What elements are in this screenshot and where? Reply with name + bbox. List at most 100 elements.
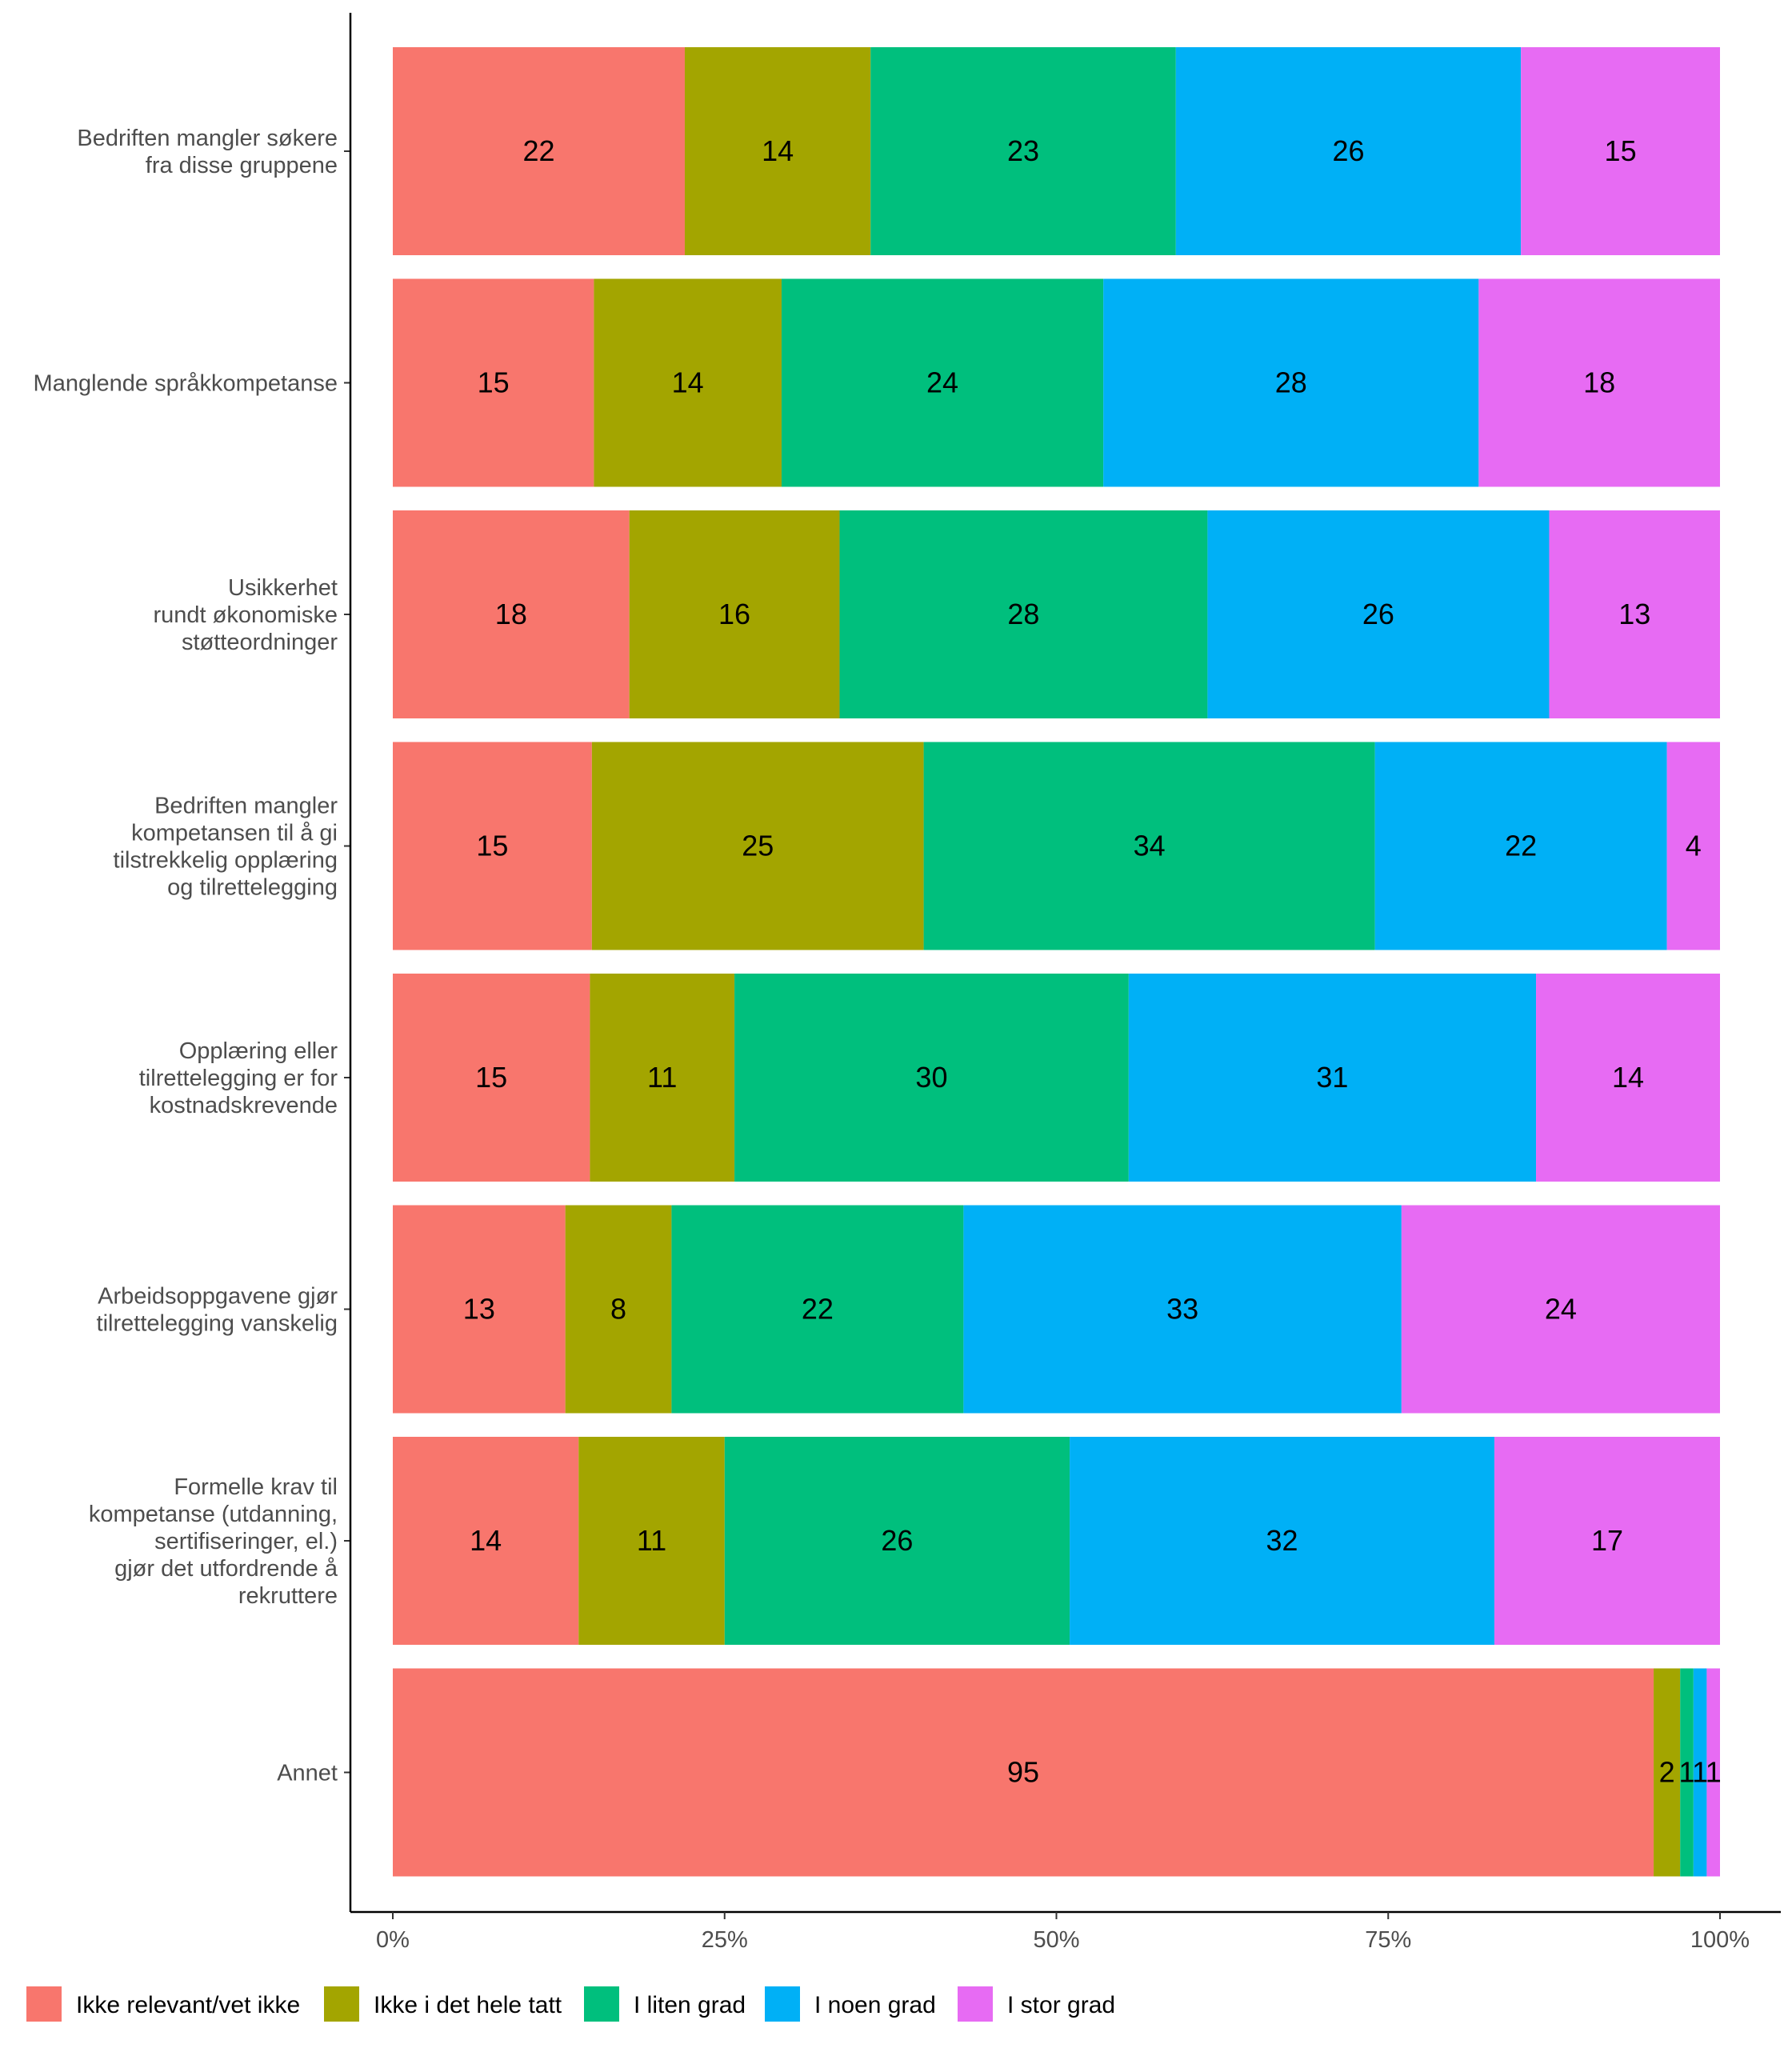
x-tick-label: 25% xyxy=(702,1927,748,1953)
legend-label: I noen grad xyxy=(814,1992,936,2018)
category-label-line: Manglende språkkompetanse xyxy=(34,371,338,397)
category-labels-layer: Bedriften mangler søkere fra disse gruppe… xyxy=(34,126,338,1786)
data-label: 1 xyxy=(1706,1756,1722,1789)
category-label-line: støtteordninger xyxy=(182,630,338,655)
bar-segment xyxy=(393,278,594,487)
bar-segment xyxy=(734,974,1129,1182)
bar-segment xyxy=(590,974,735,1182)
data-label: 14 xyxy=(470,1524,502,1557)
x-tick-label: 100% xyxy=(1690,1927,1750,1953)
category-label: Bedriften mangler kompetansen til å gi til… xyxy=(114,794,338,901)
category-label-line: og tilrettelegging xyxy=(167,875,338,901)
category-label-line: fra disse gruppene xyxy=(146,153,338,178)
legend-label: I liten grad xyxy=(634,1992,746,2018)
data-label: 11 xyxy=(647,1061,677,1094)
category-label-line: Opplæring eller xyxy=(179,1038,338,1064)
legend-label: Ikke relevant/vet ikke xyxy=(76,1992,300,2018)
data-label: 31 xyxy=(1316,1061,1348,1094)
bar-segment xyxy=(963,1205,1402,1414)
data-label: 28 xyxy=(1007,598,1039,630)
legend-key xyxy=(26,1986,62,2022)
bar-segment xyxy=(1680,1668,1694,1877)
data-label: 22 xyxy=(522,134,554,167)
data-label: 15 xyxy=(1605,134,1637,167)
bar-segment xyxy=(684,47,871,255)
data-label: 13 xyxy=(463,1293,495,1326)
category-label-line: Arbeidsoppgavene gjør xyxy=(98,1284,338,1310)
category-label: Annet xyxy=(277,1761,338,1786)
data-label: 14 xyxy=(672,366,704,399)
bar-segment xyxy=(393,47,685,255)
legend-key xyxy=(958,1986,993,2022)
category-label-line: Formelle krav til xyxy=(174,1474,338,1500)
bar-segment xyxy=(393,742,592,950)
data-label: 33 xyxy=(1166,1293,1198,1326)
bar-segment xyxy=(393,1437,579,1645)
data-label: 95 xyxy=(1007,1756,1039,1789)
bar-segment xyxy=(724,1437,1070,1645)
bar-segment xyxy=(393,974,590,1182)
data-label: 22 xyxy=(802,1293,834,1326)
data-label: 17 xyxy=(1591,1524,1623,1557)
bar-segment xyxy=(1401,1205,1720,1414)
legend-item: I stor grad xyxy=(958,1986,1115,2022)
category-label-line: kompetanse (utdanning, xyxy=(89,1502,338,1527)
data-label: 14 xyxy=(762,134,794,167)
legend-item: I liten grad xyxy=(584,1986,746,2022)
data-label: 4 xyxy=(1686,830,1702,862)
category-label-line: tilrettelegging er for xyxy=(139,1066,338,1091)
category-label-line: tilrettelegging vanskelig xyxy=(97,1311,338,1337)
data-label: 2 xyxy=(1659,1756,1675,1789)
bar-segment xyxy=(1070,1437,1494,1645)
bar-segment xyxy=(1521,47,1720,255)
data-label: 11 xyxy=(637,1524,666,1557)
category-label-line: kostnadskrevende xyxy=(150,1093,338,1118)
bar-segment xyxy=(870,47,1176,255)
category-label: Arbeidsoppgavene gjør tilrettelegging van… xyxy=(97,1284,338,1337)
data-label: 1 xyxy=(1679,1756,1695,1789)
data-label: 18 xyxy=(495,598,527,630)
data-label: 26 xyxy=(1362,598,1394,630)
data-label: 22 xyxy=(1505,830,1537,862)
data-label: 16 xyxy=(718,598,750,630)
category-label: Manglende språkkompetanse xyxy=(34,371,338,397)
bar-segment xyxy=(671,1205,964,1414)
bar-segment xyxy=(1374,742,1667,950)
category-label-line: rekruttere xyxy=(238,1583,338,1609)
bar-segment xyxy=(1536,974,1720,1182)
legend-item: I noen grad xyxy=(765,1986,936,2022)
legend-label: I stor grad xyxy=(1007,1992,1115,2018)
bar-segment xyxy=(1128,974,1537,1182)
category-label-line: rundt økonomiske xyxy=(154,602,338,628)
bar-segment xyxy=(1654,1668,1681,1877)
legend: Ikke relevant/vet ikke Ikke i det hele ta… xyxy=(26,1986,1115,2022)
bar-segment xyxy=(393,510,630,718)
data-label: 32 xyxy=(1266,1524,1298,1557)
x-tick-label: 50% xyxy=(1033,1927,1079,1953)
data-label: 23 xyxy=(1007,134,1039,167)
bar-segment xyxy=(1666,742,1720,950)
bar-segment xyxy=(1693,1668,1707,1877)
legend-key xyxy=(584,1986,619,2022)
bar-segment xyxy=(1103,278,1479,487)
bar-segment xyxy=(594,278,782,487)
category-label-line: Usikkerhet xyxy=(228,575,338,601)
data-label: 8 xyxy=(610,1293,626,1326)
bar-segment xyxy=(629,510,840,718)
axes-layer: 0% 25% 50% 75% 100% xyxy=(344,13,1781,1953)
category-label-line: Bedriften mangler xyxy=(154,794,338,819)
data-label: 28 xyxy=(1275,366,1307,399)
bar-segment xyxy=(1494,1437,1720,1645)
bars-layer xyxy=(393,47,1720,1877)
x-tick-label: 0% xyxy=(376,1927,410,1953)
legend-item: Ikke relevant/vet ikke xyxy=(26,1986,300,2022)
data-label: 26 xyxy=(1332,134,1364,167)
legend-key xyxy=(324,1986,359,2022)
data-label: 34 xyxy=(1134,830,1166,862)
category-label-line: Annet xyxy=(277,1761,338,1786)
data-label: 24 xyxy=(926,366,958,399)
bar-segment xyxy=(591,742,924,950)
data-label: 30 xyxy=(915,1061,947,1094)
